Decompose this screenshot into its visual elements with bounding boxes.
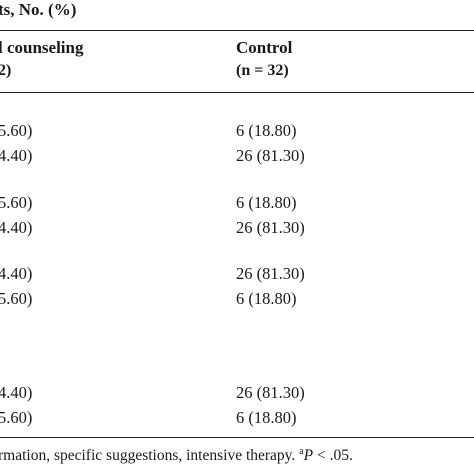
column-n-control: (n = 32) — [236, 62, 289, 79]
column-header-counseling: l counseling — [0, 38, 84, 57]
table-cell: 4.40) — [0, 264, 33, 283]
footnote-text: rmation, specific suggestions, intensive… — [0, 447, 296, 465]
table-cell: 5.60) — [0, 121, 33, 140]
table-cell: 5.60) — [0, 289, 33, 308]
table-cell: 6 (18.80) — [236, 408, 297, 427]
footnote-p-value: < .05. — [316, 447, 353, 465]
table-cell: 26 (81.30) — [236, 146, 305, 165]
column-n-counseling: 2) — [0, 62, 12, 79]
group-header: ts, No. (%) — [0, 0, 77, 19]
table-cell: 26 (81.30) — [236, 383, 305, 402]
header-rule-bottom — [0, 92, 474, 93]
table-cell: 26 (81.30) — [236, 264, 305, 283]
table-footnote: rmation, specific suggestions, intensive… — [0, 446, 353, 465]
table-cell: 6 (18.80) — [236, 193, 297, 212]
footnote-marker: a — [299, 446, 304, 457]
table-cell: 4.40) — [0, 218, 33, 237]
table-cell: 4.40) — [0, 383, 33, 402]
table-cell: 4.40) — [0, 146, 33, 165]
table-cell: 6 (18.80) — [236, 121, 297, 140]
column-header-control: Control — [236, 38, 293, 57]
table-cell: 5.60) — [0, 408, 33, 427]
table-cell: 5.60) — [0, 193, 33, 212]
footnote-p-label: P — [303, 447, 314, 465]
table-cell: 6 (18.80) — [236, 289, 297, 308]
table-bottom-rule — [0, 437, 474, 438]
table-cell: 26 (81.30) — [236, 218, 305, 237]
header-rule-top — [0, 30, 474, 31]
